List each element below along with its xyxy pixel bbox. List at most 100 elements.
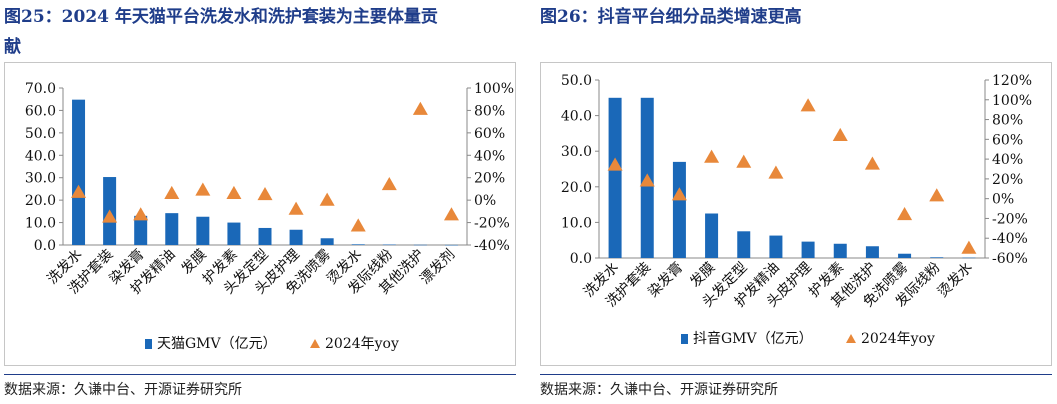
bar-gmv bbox=[382, 244, 396, 246]
y-tick-label-right: 40% bbox=[992, 152, 1023, 168]
bar-gmv bbox=[801, 241, 815, 258]
x-tick-label: 染发膏 bbox=[645, 259, 687, 301]
y-tick-label-left: 50.0 bbox=[25, 126, 56, 142]
chart-tmall-gmv: 0.0 10.0 20.0 30.0 40.0 50.0 60.0 70.0 -40% -20% 0… bbox=[25, 81, 514, 352]
marker-yoy bbox=[71, 184, 87, 198]
y-tick-label-right: 20% bbox=[474, 171, 505, 187]
y-tick-label-right: 80% bbox=[992, 113, 1023, 129]
y-tick-label-right: 0% bbox=[474, 193, 496, 209]
bar-gmv bbox=[258, 227, 272, 245]
marker-yoy bbox=[864, 156, 880, 170]
bar-gmv bbox=[165, 213, 179, 245]
legend-swatch-bar bbox=[145, 339, 152, 349]
y-tick-label-right: 80% bbox=[474, 103, 505, 119]
marker-yoy bbox=[195, 182, 211, 196]
y-tick-label-left: 70.0 bbox=[25, 81, 56, 97]
y-tick-label-right: 60% bbox=[992, 132, 1023, 148]
y-tick-label-left: 0.0 bbox=[34, 238, 56, 254]
y-tick-label-right: -60% bbox=[992, 251, 1028, 267]
bar-gmv bbox=[72, 99, 86, 245]
y-tick-label-left: 10.0 bbox=[561, 215, 592, 231]
bar-gmv bbox=[444, 244, 458, 246]
y-tick-label-left: 50.0 bbox=[561, 73, 592, 89]
y-tick-label-left: 30.0 bbox=[25, 171, 56, 187]
legend-label-bar: 天猫GMV（亿元） bbox=[157, 336, 277, 352]
marker-yoy bbox=[133, 207, 149, 221]
bar-gmv bbox=[930, 257, 944, 258]
bar-gmv bbox=[227, 222, 241, 245]
bar-gmv bbox=[413, 244, 427, 246]
marker-yoy bbox=[164, 185, 180, 200]
marker-yoy bbox=[704, 149, 720, 163]
chart-frame: 0.0 10.0 20.0 30.0 40.0 50.0 -60% -40% -20% 0% 20%… bbox=[540, 62, 1052, 366]
y-tick-label-right: 0% bbox=[992, 192, 1014, 208]
bar-gmv bbox=[196, 216, 210, 245]
bar-gmv bbox=[769, 235, 783, 258]
y-tick-label-left: 40.0 bbox=[25, 148, 56, 164]
divider bbox=[540, 374, 1052, 375]
marker-yoy bbox=[832, 127, 848, 142]
bar-gmv bbox=[320, 238, 334, 245]
chart-title: 图26：抖音平台细分品类增速更高 bbox=[540, 7, 802, 27]
y-tick-label-left: 40.0 bbox=[561, 109, 592, 125]
marker-yoy bbox=[768, 165, 784, 179]
legend-label-marker: 2024年yoy bbox=[325, 336, 399, 352]
chart-title: 图25：2024 年天猫平台洗发水和洗护套装为主要体量贡 献 bbox=[4, 7, 438, 57]
bar-gmv bbox=[289, 229, 303, 245]
marker-yoy bbox=[102, 209, 118, 223]
marker-yoy bbox=[671, 187, 687, 201]
marker-yoy bbox=[929, 188, 945, 202]
chart-frame: 0.0 10.0 20.0 30.0 40.0 50.0 60.0 70.0 -40% -20% 0… bbox=[4, 62, 516, 366]
y-tick-label-right: -20% bbox=[992, 211, 1028, 227]
y-tick-label-left: 20.0 bbox=[25, 193, 56, 209]
marker-yoy bbox=[257, 187, 273, 201]
y-tick-label-left: 20.0 bbox=[561, 180, 592, 196]
divider bbox=[4, 374, 516, 375]
marker-yoy bbox=[350, 218, 366, 232]
y-tick-label-right: -40% bbox=[474, 238, 510, 254]
y-tick-label-left: 0.0 bbox=[570, 251, 592, 267]
bar-gmv bbox=[705, 213, 719, 258]
marker-yoy bbox=[288, 201, 304, 215]
marker-yoy bbox=[412, 101, 428, 115]
source-note: 数据来源：久谦中台、开源证券研究所 bbox=[4, 382, 242, 398]
bar-gmv bbox=[865, 246, 879, 258]
y-tick-label-right: 120% bbox=[992, 73, 1032, 89]
y-tick-label-left: 10.0 bbox=[25, 216, 56, 232]
y-tick-label-right: 40% bbox=[474, 148, 505, 164]
source-note: 数据来源：久谦中台、开源证券研究所 bbox=[540, 382, 778, 398]
y-tick-label-right: -40% bbox=[992, 231, 1028, 247]
x-tick-label: 漂发剂 bbox=[417, 247, 458, 288]
y-tick-label-left: 60.0 bbox=[25, 103, 56, 119]
marker-yoy bbox=[961, 240, 977, 254]
legend-swatch-marker bbox=[846, 334, 856, 343]
x-tick-label: 烫发水 bbox=[935, 260, 976, 301]
bar-gmv bbox=[737, 231, 751, 258]
bar-gmv bbox=[351, 244, 365, 245]
marker-yoy bbox=[319, 192, 335, 206]
bar-gmv bbox=[962, 257, 976, 259]
y-tick-label-right: 100% bbox=[992, 93, 1032, 109]
chart-douyin-gmv: 0.0 10.0 20.0 30.0 40.0 50.0 -60% -40% -20% 0% 20%… bbox=[561, 73, 1032, 347]
legend-swatch-bar bbox=[681, 334, 688, 344]
bar-gmv bbox=[134, 215, 148, 245]
bar-gmv bbox=[833, 243, 847, 258]
legend-swatch-marker bbox=[310, 339, 320, 348]
chart-panel-tmall: 图25：2024 年天猫平台洗发水和洗护套装为主要体量贡 献 0.0 10.0 20… bbox=[4, 0, 524, 404]
y-tick-label-right: 100% bbox=[474, 81, 514, 97]
y-tick-label-right: 60% bbox=[474, 126, 505, 142]
y-tick-label-right: -20% bbox=[474, 216, 510, 232]
legend-label-bar: 抖音GMV（亿元） bbox=[693, 330, 813, 347]
bar-gmv bbox=[898, 253, 912, 258]
bar-gmv bbox=[608, 97, 622, 258]
bar-gmv bbox=[672, 161, 686, 258]
legend-label-marker: 2024年yoy bbox=[861, 331, 935, 347]
marker-yoy bbox=[897, 206, 913, 221]
marker-yoy bbox=[736, 154, 752, 168]
marker-yoy bbox=[226, 185, 242, 200]
marker-yoy bbox=[639, 173, 655, 187]
chart-panel-douyin: 图26：抖音平台细分品类增速更高 0.0 10.0 20.0 30.0 40.0 50.0… bbox=[540, 0, 1057, 404]
marker-yoy bbox=[443, 207, 459, 221]
marker-yoy bbox=[381, 176, 397, 191]
marker-yoy bbox=[800, 98, 816, 112]
